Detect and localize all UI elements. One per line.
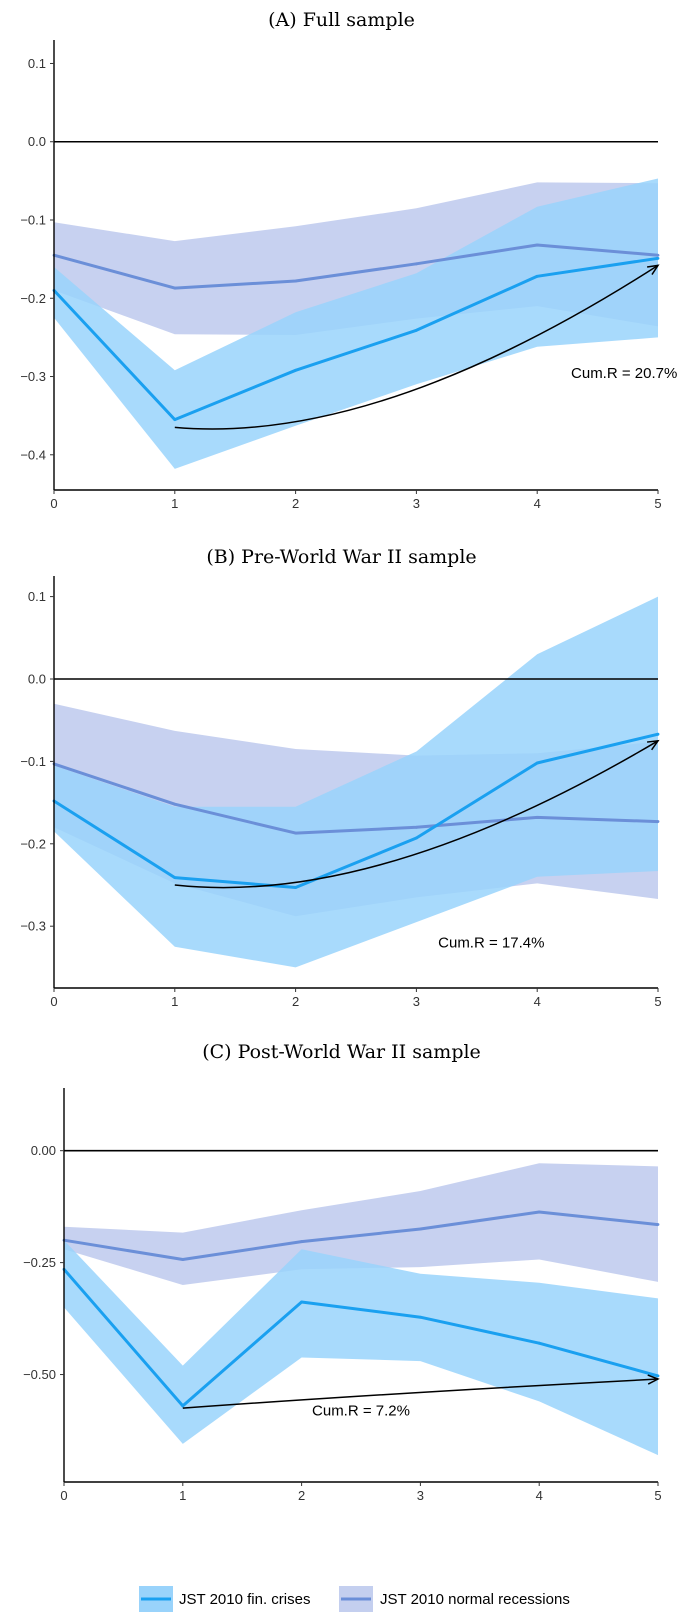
confidence-band-fin-crises [64, 1240, 658, 1456]
series-line-normal-recessions [63, 1210, 659, 1261]
panel-title: (B) Pre-World War II sample [206, 546, 476, 568]
y-tick-label: −0.1 [20, 754, 46, 769]
arrowhead [647, 264, 660, 276]
y-tick-label: 0.1 [28, 589, 46, 604]
series-line-fin-crises [62, 1268, 659, 1408]
y-tick-label: −0.50 [23, 1367, 56, 1382]
data-point-fin-crises [294, 368, 297, 372]
series-line-normal-recessions [53, 762, 659, 835]
y-tick-label: −0.3 [20, 369, 46, 384]
x-tick-label: 5 [654, 496, 661, 511]
x-tick-label: 5 [654, 994, 661, 1009]
series-line-fin-crises [53, 732, 659, 889]
series-line-fin-crises [52, 256, 659, 422]
legend: JST 2010 fin. crises JST 2010 normal rece… [139, 1586, 570, 1612]
legend-item-fin-crises: JST 2010 fin. crises [139, 1586, 310, 1612]
data-point-fin-crises [173, 418, 177, 421]
data-point-fin-crises [173, 876, 177, 879]
y-tick-label: −0.25 [23, 1255, 56, 1270]
data-point-normal-recessions [656, 253, 660, 257]
data-point-normal-recessions [419, 1227, 422, 1231]
chart-panel-b: (B) Pre-World War II sample 0.1 0.0 −0.1 −0.… [20, 546, 661, 1009]
x-tick-label: 3 [417, 1488, 424, 1503]
data-point-normal-recessions [535, 816, 539, 819]
x-tick-label: 4 [534, 994, 541, 1009]
legend-label: JST 2010 normal recessions [380, 1591, 570, 1608]
data-point-normal-recessions [294, 831, 297, 835]
data-point-normal-recessions [300, 1240, 303, 1243]
data-point-normal-recessions [415, 825, 418, 829]
cumulative-recovery-label: Cum.R = 7.2% [312, 1403, 410, 1420]
data-point-normal-recessions [537, 1210, 541, 1214]
x-tick-label: 0 [60, 1488, 67, 1503]
y-tick-label: 0.0 [28, 134, 46, 149]
x-tick-label: 3 [413, 994, 420, 1009]
x-tick-label: 1 [179, 1488, 186, 1503]
data-point-fin-crises [537, 1341, 541, 1345]
series-line-normal-recessions [53, 243, 659, 290]
y-tick-label: 0.00 [31, 1143, 56, 1158]
data-point-fin-crises [656, 1374, 660, 1378]
data-point-normal-recessions [294, 279, 297, 283]
data-point-fin-crises [656, 732, 660, 736]
panel-title: (A) Full sample [268, 9, 415, 31]
data-point-normal-recessions [181, 1258, 185, 1261]
data-point-fin-crises [535, 761, 539, 765]
cumulative-arrow [174, 264, 659, 430]
y-tick-label: −0.2 [20, 836, 46, 851]
data-point-normal-recessions [656, 820, 660, 823]
arrowhead [647, 1374, 660, 1385]
data-point-normal-recessions [173, 802, 177, 806]
data-point-fin-crises [300, 1300, 303, 1304]
cumulative-recovery-label: Cum.R = 17.4% [438, 935, 544, 952]
x-tick-label: 2 [292, 994, 299, 1009]
x-tick-label: 1 [171, 496, 178, 511]
chart-panel-a: (A) Full sample 0.1 0.0 −0.1 −0.2 −0.3 −0.4 0 1 2… [20, 9, 677, 511]
confidence-band-fin-crises [54, 596, 658, 968]
y-tick-label: −0.1 [20, 213, 46, 228]
data-point-fin-crises [181, 1404, 185, 1408]
x-tick-label: 2 [292, 496, 299, 511]
data-point-normal-recessions [656, 1223, 660, 1226]
y-tick-label: −0.4 [20, 447, 46, 462]
legend-item-normal-recessions: JST 2010 normal recessions [339, 1586, 570, 1612]
data-point-fin-crises [415, 328, 418, 332]
x-tick-label: 5 [654, 1488, 661, 1503]
data-point-normal-recessions [415, 262, 418, 266]
data-point-fin-crises [294, 886, 297, 889]
y-tick-label: 0.0 [28, 672, 46, 687]
y-tick-label: 0.1 [28, 56, 46, 71]
x-tick-label: 0 [50, 496, 57, 511]
x-tick-label: 4 [534, 496, 541, 511]
y-tick-label: −0.3 [20, 919, 46, 934]
data-point-fin-crises [415, 836, 418, 840]
data-point-fin-crises [419, 1315, 422, 1319]
x-tick-label: 1 [171, 994, 178, 1009]
cumulative-arrow [174, 740, 659, 889]
cumulative-recovery-label: Cum.R = 20.7% [571, 365, 677, 382]
legend-label: JST 2010 fin. crises [179, 1591, 310, 1608]
cumulative-arrow [182, 1378, 659, 1409]
data-point-fin-crises [535, 274, 539, 278]
data-point-normal-recessions [535, 243, 539, 247]
y-tick-label: −0.2 [20, 291, 46, 306]
x-tick-label: 2 [298, 1488, 305, 1503]
x-tick-label: 0 [50, 994, 57, 1009]
chart-panel-c: (C) Post-World War II sample 0.00 −0.25 −0.… [23, 1041, 662, 1503]
arrowhead [646, 739, 660, 751]
data-point-fin-crises [656, 256, 660, 260]
x-tick-label: 3 [413, 496, 420, 511]
panel-title: (C) Post-World War II sample [202, 1041, 481, 1063]
x-tick-label: 4 [536, 1488, 543, 1503]
data-point-normal-recessions [173, 286, 177, 290]
